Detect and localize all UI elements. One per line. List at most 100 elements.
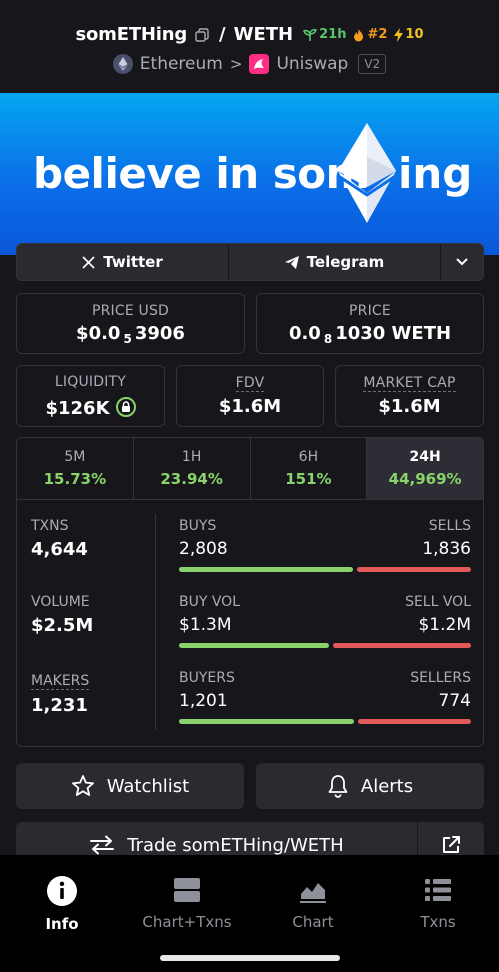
price-native-card: PRICE 0.0 8 1030 WETH bbox=[256, 293, 484, 354]
timeframe-tabs: 5M 15.73% 1H 23.94% 6H 151% 24H 44,969% bbox=[17, 438, 483, 500]
bolt-icon bbox=[394, 27, 404, 42]
banner-text-right: ing bbox=[398, 149, 473, 198]
volume-label: VOLUME bbox=[31, 594, 90, 610]
liquidity-card: LIQUIDITY $126K bbox=[16, 365, 165, 427]
buy-vol-bar bbox=[179, 643, 329, 648]
tab-24h-label: 24H bbox=[409, 449, 441, 465]
txns-stat: TXNS 4,644 bbox=[31, 518, 88, 560]
sell-vol-label: SELL VOL bbox=[405, 594, 471, 610]
price-usd-prefix: $0.0 bbox=[76, 323, 121, 344]
tab-1h[interactable]: 1H 23.94% bbox=[134, 438, 251, 499]
buy-vol-label: BUY VOL bbox=[179, 594, 241, 610]
open-external-button[interactable] bbox=[418, 822, 484, 868]
sellers-label: SELLERS bbox=[410, 670, 471, 686]
pair-title-row: somETHing / WETH 21h #2 10 bbox=[0, 24, 499, 45]
twitter-link-button[interactable]: Twitter bbox=[17, 244, 229, 280]
boost-badge: 10 bbox=[393, 27, 424, 42]
watchlist-button[interactable]: Watchlist bbox=[16, 763, 244, 809]
ethereum-diamond-icon bbox=[338, 123, 396, 223]
tab-1h-change: 23.94% bbox=[160, 470, 223, 488]
tab-6h-change: 151% bbox=[285, 470, 332, 488]
split-layout-icon bbox=[174, 878, 200, 902]
twitter-label: Twitter bbox=[103, 253, 163, 271]
pair-separator: / bbox=[219, 24, 226, 45]
sell-vol-bar bbox=[333, 643, 471, 648]
bottom-navigation: Info Chart+Txns Chart Txns bbox=[0, 855, 499, 972]
more-socials-button[interactable] bbox=[441, 244, 483, 280]
info-icon bbox=[47, 876, 77, 906]
buy-vol-value: $1.3M bbox=[179, 615, 232, 635]
tab-5m-change: 15.73% bbox=[43, 470, 107, 488]
price-native-zero-count: 8 bbox=[323, 332, 333, 346]
price-native-digits: 1030 WETH bbox=[335, 323, 452, 344]
trading-stats-panel: 5M 15.73% 1H 23.94% 6H 151% 24H 44,969% … bbox=[16, 437, 484, 747]
fdv-value: $1.6M bbox=[218, 396, 282, 417]
nav-tab-txns[interactable]: Txns bbox=[383, 875, 493, 931]
price-usd-label: PRICE USD bbox=[91, 303, 170, 319]
tab-24h[interactable]: 24H 44,969% bbox=[367, 438, 483, 499]
buys-sells-stat: BUYS SELLS 2,808 1,836 bbox=[179, 518, 471, 572]
trade-label: Trade somETHing/WETH bbox=[127, 834, 344, 856]
makers-label[interactable]: MAKERS bbox=[31, 673, 90, 690]
nav-txns-label: Txns bbox=[420, 913, 456, 931]
buys-bar bbox=[179, 567, 353, 572]
txns-value: 4,644 bbox=[31, 539, 88, 560]
telegram-label: Telegram bbox=[306, 253, 385, 271]
price-usd-card: PRICE USD $0.0 5 3906 bbox=[16, 293, 245, 354]
volume-value: $2.5M bbox=[31, 615, 94, 636]
fdv-card: FDV $1.6M bbox=[176, 365, 324, 427]
list-icon bbox=[425, 879, 451, 901]
sells-value: 1,836 bbox=[422, 539, 471, 559]
social-links-bar: Twitter Telegram bbox=[16, 243, 484, 281]
uniswap-logo-icon bbox=[249, 54, 270, 74]
nav-chart-txns-label: Chart+Txns bbox=[142, 913, 232, 931]
sells-bar bbox=[357, 567, 471, 572]
x-logo-icon bbox=[82, 255, 95, 269]
tab-6h[interactable]: 6H 151% bbox=[251, 438, 368, 499]
buyers-bar bbox=[179, 719, 354, 724]
pair-age-badge: 21h bbox=[303, 27, 346, 42]
nav-tab-info[interactable]: Info bbox=[7, 875, 117, 933]
sellers-value: 774 bbox=[438, 691, 471, 711]
external-link-icon bbox=[443, 836, 460, 853]
nav-info-label: Info bbox=[45, 915, 79, 933]
price-usd-value: $0.0 5 3906 bbox=[76, 323, 185, 346]
nav-tab-chart[interactable]: Chart bbox=[258, 875, 368, 931]
txns-label: TXNS bbox=[31, 518, 69, 534]
price-native-label: PRICE bbox=[349, 303, 391, 319]
sprout-icon bbox=[303, 28, 318, 41]
buyers-sellers-bar bbox=[179, 719, 471, 724]
alerts-label: Alerts bbox=[360, 775, 414, 797]
market-cap-value: $1.6M bbox=[378, 396, 441, 417]
chain-name-link[interactable]: Ethereum bbox=[139, 54, 223, 74]
tab-5m[interactable]: 5M 15.73% bbox=[17, 438, 134, 499]
alerts-button[interactable]: Alerts bbox=[256, 763, 484, 809]
fire-icon bbox=[354, 28, 364, 41]
telegram-plane-icon bbox=[284, 255, 299, 269]
pair-age-value: 21h bbox=[319, 27, 347, 42]
dex-version-badge: V2 bbox=[358, 54, 387, 74]
fdv-label[interactable]: FDV bbox=[235, 375, 265, 392]
token-banner-image: believe in som ing bbox=[0, 93, 499, 255]
tab-6h-label: 6H bbox=[298, 449, 319, 465]
price-usd-digits: 3906 bbox=[134, 323, 185, 344]
price-usd-zero-count: 5 bbox=[123, 332, 132, 346]
liquidity-value: $126K bbox=[45, 397, 110, 419]
market-cap-label[interactable]: MARKET CAP bbox=[363, 375, 456, 392]
quote-token-name: WETH bbox=[233, 24, 294, 45]
buys-label: BUYS bbox=[179, 518, 217, 534]
makers-value: 1,231 bbox=[31, 695, 88, 716]
star-icon bbox=[71, 775, 94, 796]
dex-name-link[interactable]: Uniswap bbox=[276, 54, 349, 74]
base-token-name: somETHing bbox=[75, 24, 188, 45]
liquidity-lock-icon[interactable] bbox=[115, 396, 136, 417]
tab-5m-label: 5M bbox=[64, 449, 86, 465]
sellers-bar bbox=[358, 719, 471, 724]
copy-icon[interactable] bbox=[195, 27, 209, 42]
sells-label: SELLS bbox=[428, 518, 471, 534]
telegram-link-button[interactable]: Telegram bbox=[229, 244, 441, 280]
nav-tab-chart-txns[interactable]: Chart+Txns bbox=[132, 875, 242, 931]
tab-1h-label: 1H bbox=[181, 449, 202, 465]
trade-button[interactable]: Trade somETHing/WETH bbox=[16, 822, 418, 868]
price-native-prefix: 0.0 bbox=[288, 323, 321, 344]
